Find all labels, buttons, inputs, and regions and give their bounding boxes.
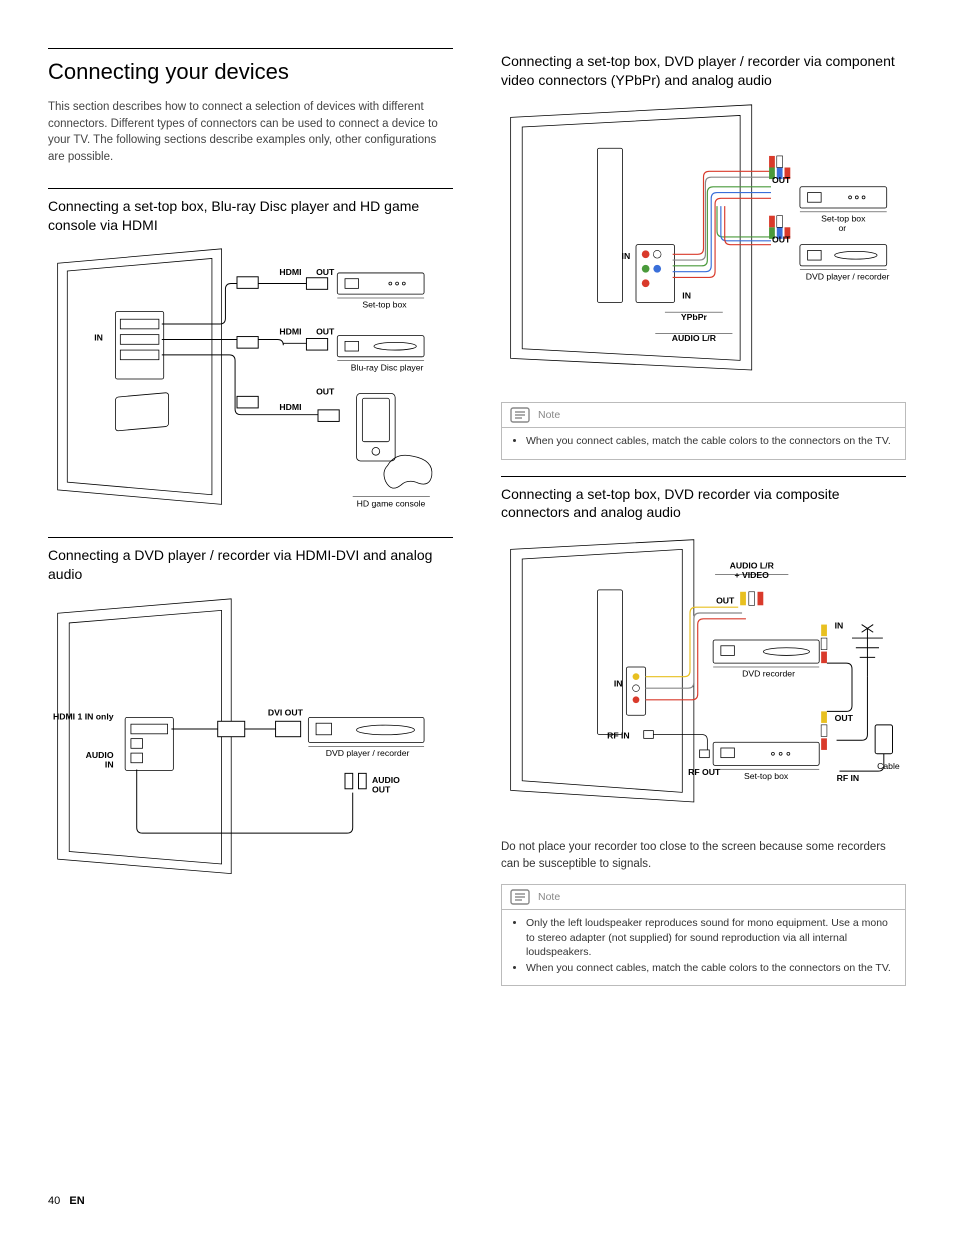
label-dvd: DVD player / recorder — [806, 271, 890, 281]
label-settop: Set-top box — [362, 300, 407, 310]
section-title: Connecting your devices — [48, 48, 453, 85]
diagram-composite: IN AUDIO L/R+ VIDEO OUT DVD recor — [501, 532, 906, 812]
label-in: IN — [835, 621, 844, 631]
label-settop: Set-top box — [821, 213, 866, 223]
label-audiolr: AUDIO L/R — [672, 333, 717, 343]
note-item: When you connect cables, match the cable… — [526, 434, 893, 448]
label-rfout: RF OUT — [688, 767, 721, 777]
diagram-ypbpr: IN IN Set-top box or DVD player / record… — [501, 100, 906, 380]
subsection-composite-title: Connecting a set-top box, DVD recorder v… — [501, 476, 906, 523]
label-out: OUT — [772, 234, 791, 244]
label-hdmi: HDMI — [279, 267, 301, 277]
page-footer: 40 EN — [48, 1195, 85, 1207]
label-rfin: RF IN — [837, 773, 860, 783]
label-out: OUT — [316, 387, 335, 397]
note-label: Note — [538, 891, 560, 903]
label-hdmi: HDMI — [279, 402, 301, 412]
label-dvdrec: DVD recorder — [742, 669, 795, 679]
label-dvd: DVD player / recorder — [326, 748, 410, 758]
label-in: IN — [614, 679, 623, 689]
diagram-hdmi: IN — [48, 244, 453, 514]
page-lang: EN — [69, 1195, 84, 1207]
caption-text: Do not place your recorder too close to … — [501, 839, 906, 872]
note-item: Only the left loudspeaker reproduces sou… — [526, 916, 893, 959]
label-settop: Set-top box — [744, 771, 789, 781]
note-icon — [510, 889, 530, 905]
note-icon — [510, 407, 530, 423]
label-cable: Cable — [877, 762, 900, 772]
note-item: When you connect cables, match the cable… — [526, 961, 893, 975]
subsection-hdmi-title: Connecting a set-top box, Blu-ray Disc p… — [48, 188, 453, 235]
svg-text:AUDIOIN: AUDIOIN — [86, 750, 114, 770]
label-hdmi1: HDMI 1 IN only — [53, 712, 114, 722]
label-console: HD game console — [357, 499, 426, 509]
label-or: or — [838, 223, 846, 233]
label-bluray: Blu-ray Disc player — [351, 363, 424, 373]
label-in: IN — [622, 251, 631, 261]
page-number: 40 — [48, 1195, 60, 1207]
label-dviout: DVI OUT — [268, 708, 304, 718]
diagram-hdmi-dvi: HDMI 1 IN only AUDIOIN DVD player / reco… — [48, 594, 453, 883]
label-ypbpr: YPbPr — [681, 312, 708, 322]
label-out: OUT — [716, 596, 735, 606]
svg-text:AUDIOOUT: AUDIOOUT — [372, 775, 400, 795]
label-hdmi: HDMI — [279, 327, 301, 337]
right-column: Connecting a set-top box, DVD player / r… — [501, 48, 906, 1002]
label-in: IN — [94, 333, 103, 343]
label-out: OUT — [316, 267, 335, 277]
label-out: OUT — [772, 175, 791, 185]
note-label: Note — [538, 409, 560, 421]
intro-text: This section describes how to connect a … — [48, 99, 453, 166]
label-out: OUT — [316, 327, 335, 337]
subsection-hdmidvi-title: Connecting a DVD player / recorder via H… — [48, 537, 453, 584]
svg-text:AUDIO L/R+ VIDEO: AUDIO L/R+ VIDEO — [730, 561, 775, 581]
label-out: OUT — [835, 713, 854, 723]
label-in: IN — [682, 290, 691, 300]
note-box: Note Only the left loudspeaker reproduce… — [501, 884, 906, 986]
left-column: Connecting your devices This section des… — [48, 48, 453, 1002]
subsection-ypbpr-title: Connecting a set-top box, DVD player / r… — [501, 52, 906, 90]
label-rfin: RF IN — [607, 731, 630, 741]
note-box: Note When you connect cables, match the … — [501, 402, 906, 459]
